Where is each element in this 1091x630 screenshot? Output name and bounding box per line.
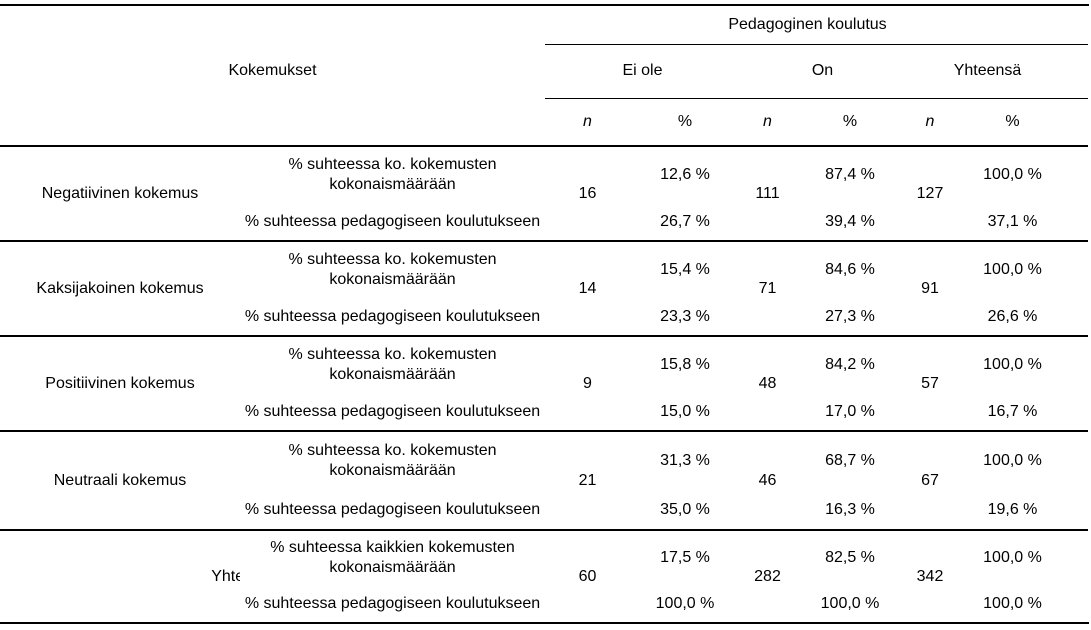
n-value: 21 (545, 430, 630, 530)
measure-label: % suhteessa kaikkien kokemusten kokonais… (240, 529, 545, 585)
pct-value: 19,6 % (987, 500, 1038, 518)
pct-value: 100,0 % (983, 594, 1042, 612)
pct-value: 84,2 % (795, 335, 905, 393)
measure-label: % suhteessa pedagogiseen koulutukseen (244, 594, 541, 612)
header-row-groups: Kokemukset Ei ole On Yhteensä (0, 44, 1089, 99)
row-label: Negatiivinen kokemus (0, 145, 240, 241)
measure-label: % suhteessa ko. kokemusten kokonaismäärä… (240, 430, 545, 490)
row-label-text: Yhteensä (211, 567, 240, 585)
n-value: 57 (905, 335, 955, 431)
n-header: n (545, 98, 630, 147)
pct-value: 35,0 % (660, 500, 710, 518)
n-value: 111 (740, 145, 795, 241)
pct-value: 27,3 % (825, 307, 875, 325)
table-row: Negatiivinen kokemus % suhteessa ko. kok… (0, 145, 1089, 241)
row-label: Kaksijakoinen kokemus (0, 240, 240, 336)
measure-label: % suhteessa pedagogiseen koulutukseen (244, 402, 541, 420)
subheader-spacer-cell (0, 98, 545, 147)
n-value: 71 (740, 240, 795, 336)
pct-value: 87,4 % (795, 145, 905, 203)
table-row: Yhteensä % suhteessa kaikkien kokemusten… (0, 529, 1089, 622)
pct-value: 31,3 % (630, 430, 740, 490)
n-header: n (905, 98, 955, 147)
header-spacer-cell (0, 6, 545, 44)
row-label: Yhteensä (0, 529, 240, 622)
table-row: Positiivinen kokemus % suhteessa ko. kok… (0, 335, 1089, 431)
column-group-title: Pedagoginen koulutus (545, 6, 1089, 45)
pct-value: 100,0 % (955, 335, 1089, 393)
pct-value: 100,0 % (955, 529, 1089, 585)
pct-value: 100,0 % (820, 594, 880, 612)
n-value: 342 (905, 529, 955, 622)
n-value: 16 (545, 145, 630, 241)
pct-value: 15,4 % (630, 240, 740, 298)
n-value: 127 (905, 145, 955, 241)
pct-value: 39,4 % (825, 212, 875, 230)
pct-value: 16,7 % (987, 402, 1038, 420)
measure-label: % suhteessa pedagogiseen koulutukseen (244, 307, 541, 325)
pct-value: 68,7 % (795, 430, 905, 490)
header-row-group-title: Pedagoginen koulutus (0, 6, 1089, 45)
measure-label: % suhteessa ko. kokemusten kokonaismäärä… (240, 240, 545, 298)
pct-value: 23,3 % (660, 307, 710, 325)
group-header-ei-ole: Ei ole (545, 44, 740, 99)
measure-label: % suhteessa pedagogiseen koulutukseen (244, 500, 541, 518)
n-value: 60 (545, 529, 630, 622)
table-row: % suhteessa pedagogiseen koulutukseen 35… (0, 490, 1088, 530)
n-value: 91 (905, 240, 955, 336)
pct-value: 17,5 % (630, 529, 740, 585)
pct-value: 15,8 % (630, 335, 740, 393)
group-header-yhteensa: Yhteensä (905, 44, 1089, 99)
pct-value: 17,0 % (825, 402, 875, 420)
pct-value: 84,6 % (795, 240, 905, 298)
pct-header: % (955, 98, 1089, 147)
pct-value: 12,6 % (630, 145, 740, 203)
crosstab-table-container: Pedagoginen koulutus Kokemukset Ei ole O… (0, 4, 1089, 624)
pct-value: 100,0 % (955, 240, 1089, 298)
crosstab-table: Pedagoginen koulutus Kokemukset Ei ole O… (0, 6, 1089, 622)
measure-label: % suhteessa ko. kokemusten kokonaismäärä… (240, 335, 545, 393)
pct-value: 16,3 % (825, 500, 875, 518)
n-value: 67 (905, 430, 955, 530)
table-row: Neutraali kokemus % suhteessa ko. kokemu… (0, 430, 1089, 530)
n-value: 14 (545, 240, 630, 336)
measure-label: % suhteessa pedagogiseen koulutukseen (244, 212, 541, 230)
pct-value: 15,0 % (660, 402, 710, 420)
table-row: Kaksijakoinen kokemus % suhteessa ko. ko… (0, 240, 1089, 336)
n-value: 48 (740, 335, 795, 431)
pct-value: 100,0 % (955, 145, 1089, 203)
group-header-on: On (740, 44, 905, 99)
n-value: 282 (740, 529, 795, 622)
table-row: % suhteessa pedagogiseen koulutukseen 10… (0, 585, 1088, 622)
table-row: % suhteessa pedagogiseen koulutukseen 23… (0, 298, 1088, 336)
row-label: Positiivinen kokemus (0, 335, 240, 431)
pct-header: % (630, 98, 740, 147)
row-dimension-title: Kokemukset (228, 62, 317, 79)
pct-value: 100,0 % (655, 594, 715, 612)
pct-header: % (795, 98, 905, 147)
measure-label: % suhteessa ko. kokemusten kokonaismäärä… (240, 145, 545, 203)
n-value: 9 (545, 335, 630, 431)
pct-value: 37,1 % (987, 212, 1038, 230)
row-label: Neutraali kokemus (0, 430, 240, 530)
pct-value: 82,5 % (795, 529, 905, 585)
pct-value: 26,7 % (660, 212, 710, 230)
pct-value: 100,0 % (955, 430, 1089, 490)
n-header: n (740, 98, 795, 147)
table-row: % suhteessa pedagogiseen koulutukseen 26… (0, 203, 1088, 241)
header-row-subheaders: n % n % n % (0, 98, 1089, 147)
n-value: 46 (740, 430, 795, 530)
table-row: % suhteessa pedagogiseen koulutukseen 15… (0, 393, 1088, 431)
pct-value: 26,6 % (987, 307, 1038, 325)
